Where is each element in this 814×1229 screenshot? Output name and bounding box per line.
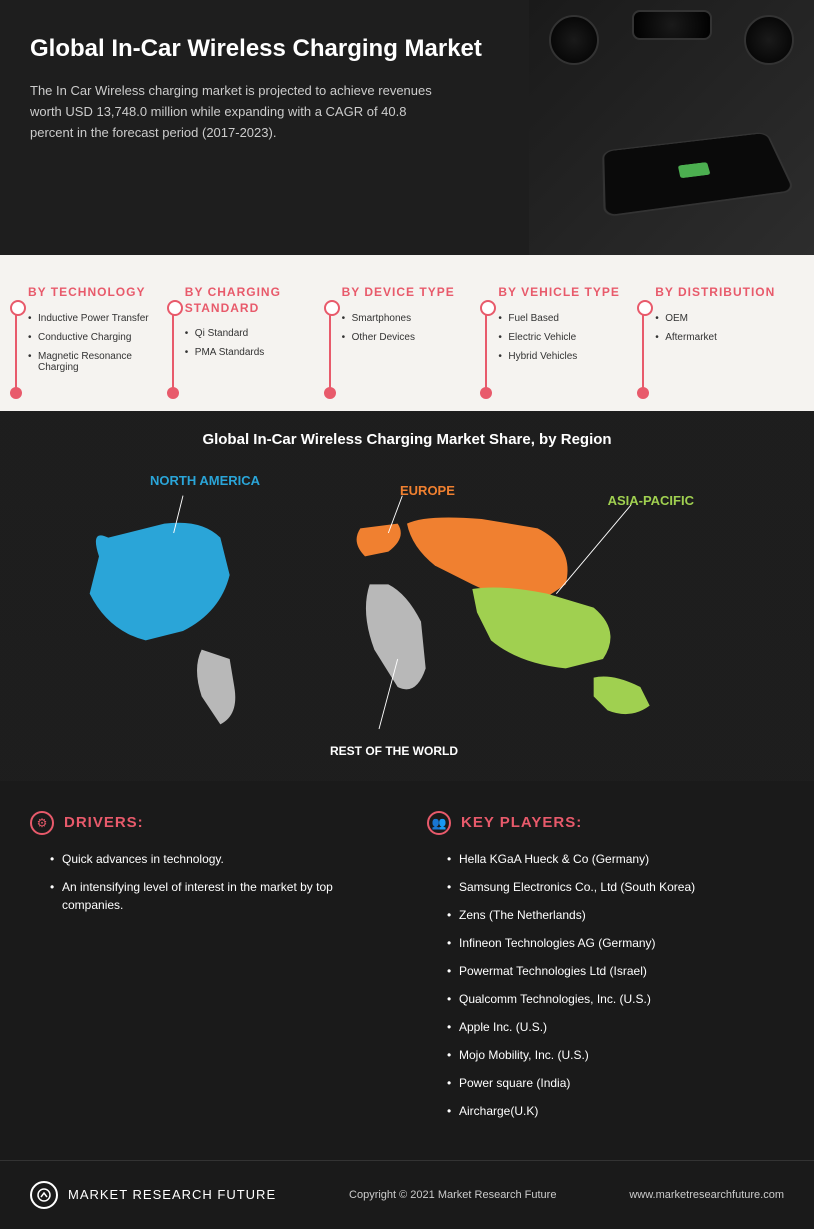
footer-logo: MARKET RESEARCH FUTURE [30, 1181, 276, 1209]
category-title: BY TECHNOLOGY [28, 285, 167, 301]
page-title: Global In-Car Wireless Charging Market [30, 35, 499, 63]
africa-shape [366, 584, 426, 689]
category-item: OEM [655, 313, 794, 324]
driver-item: An intensifying level of interest in the… [50, 878, 387, 914]
australia-shape [594, 676, 650, 714]
category-list: Inductive Power Transfer Conductive Char… [28, 313, 167, 373]
map-title: Global In-Car Wireless Charging Market S… [20, 431, 794, 448]
players-list: Hella KGaA Hueck & Co (Germany) Samsung … [427, 850, 784, 1120]
players-column: 👥 KEY PLAYERS: Hella KGaA Hueck & Co (Ge… [427, 811, 784, 1130]
brand-name: MARKET RESEARCH FUTURE [68, 1187, 276, 1202]
category-item: Magnetic Resonance Charging [28, 351, 167, 373]
player-item: Samsung Electronics Co., Ltd (South Kore… [447, 878, 784, 896]
battery-icon [678, 162, 711, 178]
category-item: Inductive Power Transfer [28, 313, 167, 324]
website-url: www.marketresearchfuture.com [629, 1189, 784, 1201]
player-item: Apple Inc. (U.S.) [447, 1018, 784, 1036]
category-list: Smartphones Other Devices [342, 313, 481, 343]
player-item: Mojo Mobility, Inc. (U.S.) [447, 1046, 784, 1064]
category-item: Other Devices [342, 332, 481, 343]
timeline-dot [167, 387, 179, 399]
category-list: Qi Standard PMA Standards [185, 328, 324, 358]
drivers-list: Quick advances in technology. An intensi… [30, 850, 387, 914]
player-item: Hella KGaA Hueck & Co (Germany) [447, 850, 784, 868]
region-label-eu: EUROPE [400, 483, 455, 498]
region-label-rw: REST OF THE WORLD [330, 744, 458, 758]
header-image [529, 0, 814, 255]
north-america-shape [90, 522, 230, 640]
player-item: Powermat Technologies Ltd (Israel) [447, 962, 784, 980]
category-title: BY VEHICLE TYPE [498, 285, 637, 301]
page-description: The In Car Wireless charging market is p… [30, 81, 450, 143]
world-map: NORTH AMERICA EUROPE ASIA-PACIFIC REST O… [20, 463, 794, 763]
timeline-dot [10, 387, 22, 399]
drivers-column: ⚙ DRIVERS: Quick advances in technology.… [30, 811, 387, 1130]
timeline-dot [637, 387, 649, 399]
category-charging-standard: BY CHARGING STANDARD Qi Standard PMA Sta… [177, 285, 324, 381]
dashboard-panel [632, 10, 712, 40]
category-item: Smartphones [342, 313, 481, 324]
player-item: Qualcomm Technologies, Inc. (U.S.) [447, 990, 784, 1008]
category-title: BY CHARGING STANDARD [185, 285, 324, 316]
category-item: Fuel Based [498, 313, 637, 324]
driver-item: Quick advances in technology. [50, 850, 387, 868]
map-section: Global In-Car Wireless Charging Market S… [0, 411, 814, 781]
category-item: Qi Standard [185, 328, 324, 339]
players-header: 👥 KEY PLAYERS: [427, 811, 784, 835]
footer: MARKET RESEARCH FUTURE Copyright © 2021 … [0, 1160, 814, 1229]
drivers-title: DRIVERS: [64, 814, 144, 831]
player-item: Power square (India) [447, 1074, 784, 1092]
category-list: OEM Aftermarket [655, 313, 794, 343]
dashboard-knob-right [744, 15, 794, 65]
timeline-dot [480, 387, 492, 399]
players-title: KEY PLAYERS: [461, 814, 582, 831]
south-america-shape [197, 649, 235, 724]
category-item: Electric Vehicle [498, 332, 637, 343]
leader-line [556, 505, 631, 594]
logo-icon [30, 1181, 58, 1209]
header-section: Global In-Car Wireless Charging Market T… [0, 0, 814, 255]
player-item: Zens (The Netherlands) [447, 906, 784, 924]
copyright-text: Copyright © 2021 Market Research Future [349, 1189, 556, 1201]
category-item: Conductive Charging [28, 332, 167, 343]
asia-shape [472, 587, 610, 668]
region-label-na: NORTH AMERICA [150, 473, 260, 488]
region-label-ap: ASIA-PACIFIC [608, 493, 694, 508]
category-vehicle-type: BY VEHICLE TYPE Fuel Based Electric Vehi… [490, 285, 637, 381]
timeline-dot [324, 387, 336, 399]
category-title: BY DEVICE TYPE [342, 285, 481, 301]
category-item: Aftermarket [655, 332, 794, 343]
header-content: Global In-Car Wireless Charging Market T… [0, 0, 529, 255]
category-list: Fuel Based Electric Vehicle Hybrid Vehic… [498, 313, 637, 362]
people-icon: 👥 [427, 811, 451, 835]
phone-mockup [602, 132, 795, 218]
category-distribution: BY DISTRIBUTION OEM Aftermarket [647, 285, 794, 381]
player-item: Infineon Technologies AG (Germany) [447, 934, 784, 952]
category-item: Hybrid Vehicles [498, 351, 637, 362]
category-technology: BY TECHNOLOGY Inductive Power Transfer C… [20, 285, 167, 381]
bottom-section: ⚙ DRIVERS: Quick advances in technology.… [0, 781, 814, 1160]
category-item: PMA Standards [185, 347, 324, 358]
category-title: BY DISTRIBUTION [655, 285, 794, 301]
player-item: Aircharge(U.K) [447, 1102, 784, 1120]
drivers-header: ⚙ DRIVERS: [30, 811, 387, 835]
dashboard-knob-left [549, 15, 599, 65]
europe-shape [357, 523, 401, 556]
categories-section: BY TECHNOLOGY Inductive Power Transfer C… [0, 255, 814, 411]
gear-icon: ⚙ [30, 811, 54, 835]
category-device-type: BY DEVICE TYPE Smartphones Other Devices [334, 285, 481, 381]
